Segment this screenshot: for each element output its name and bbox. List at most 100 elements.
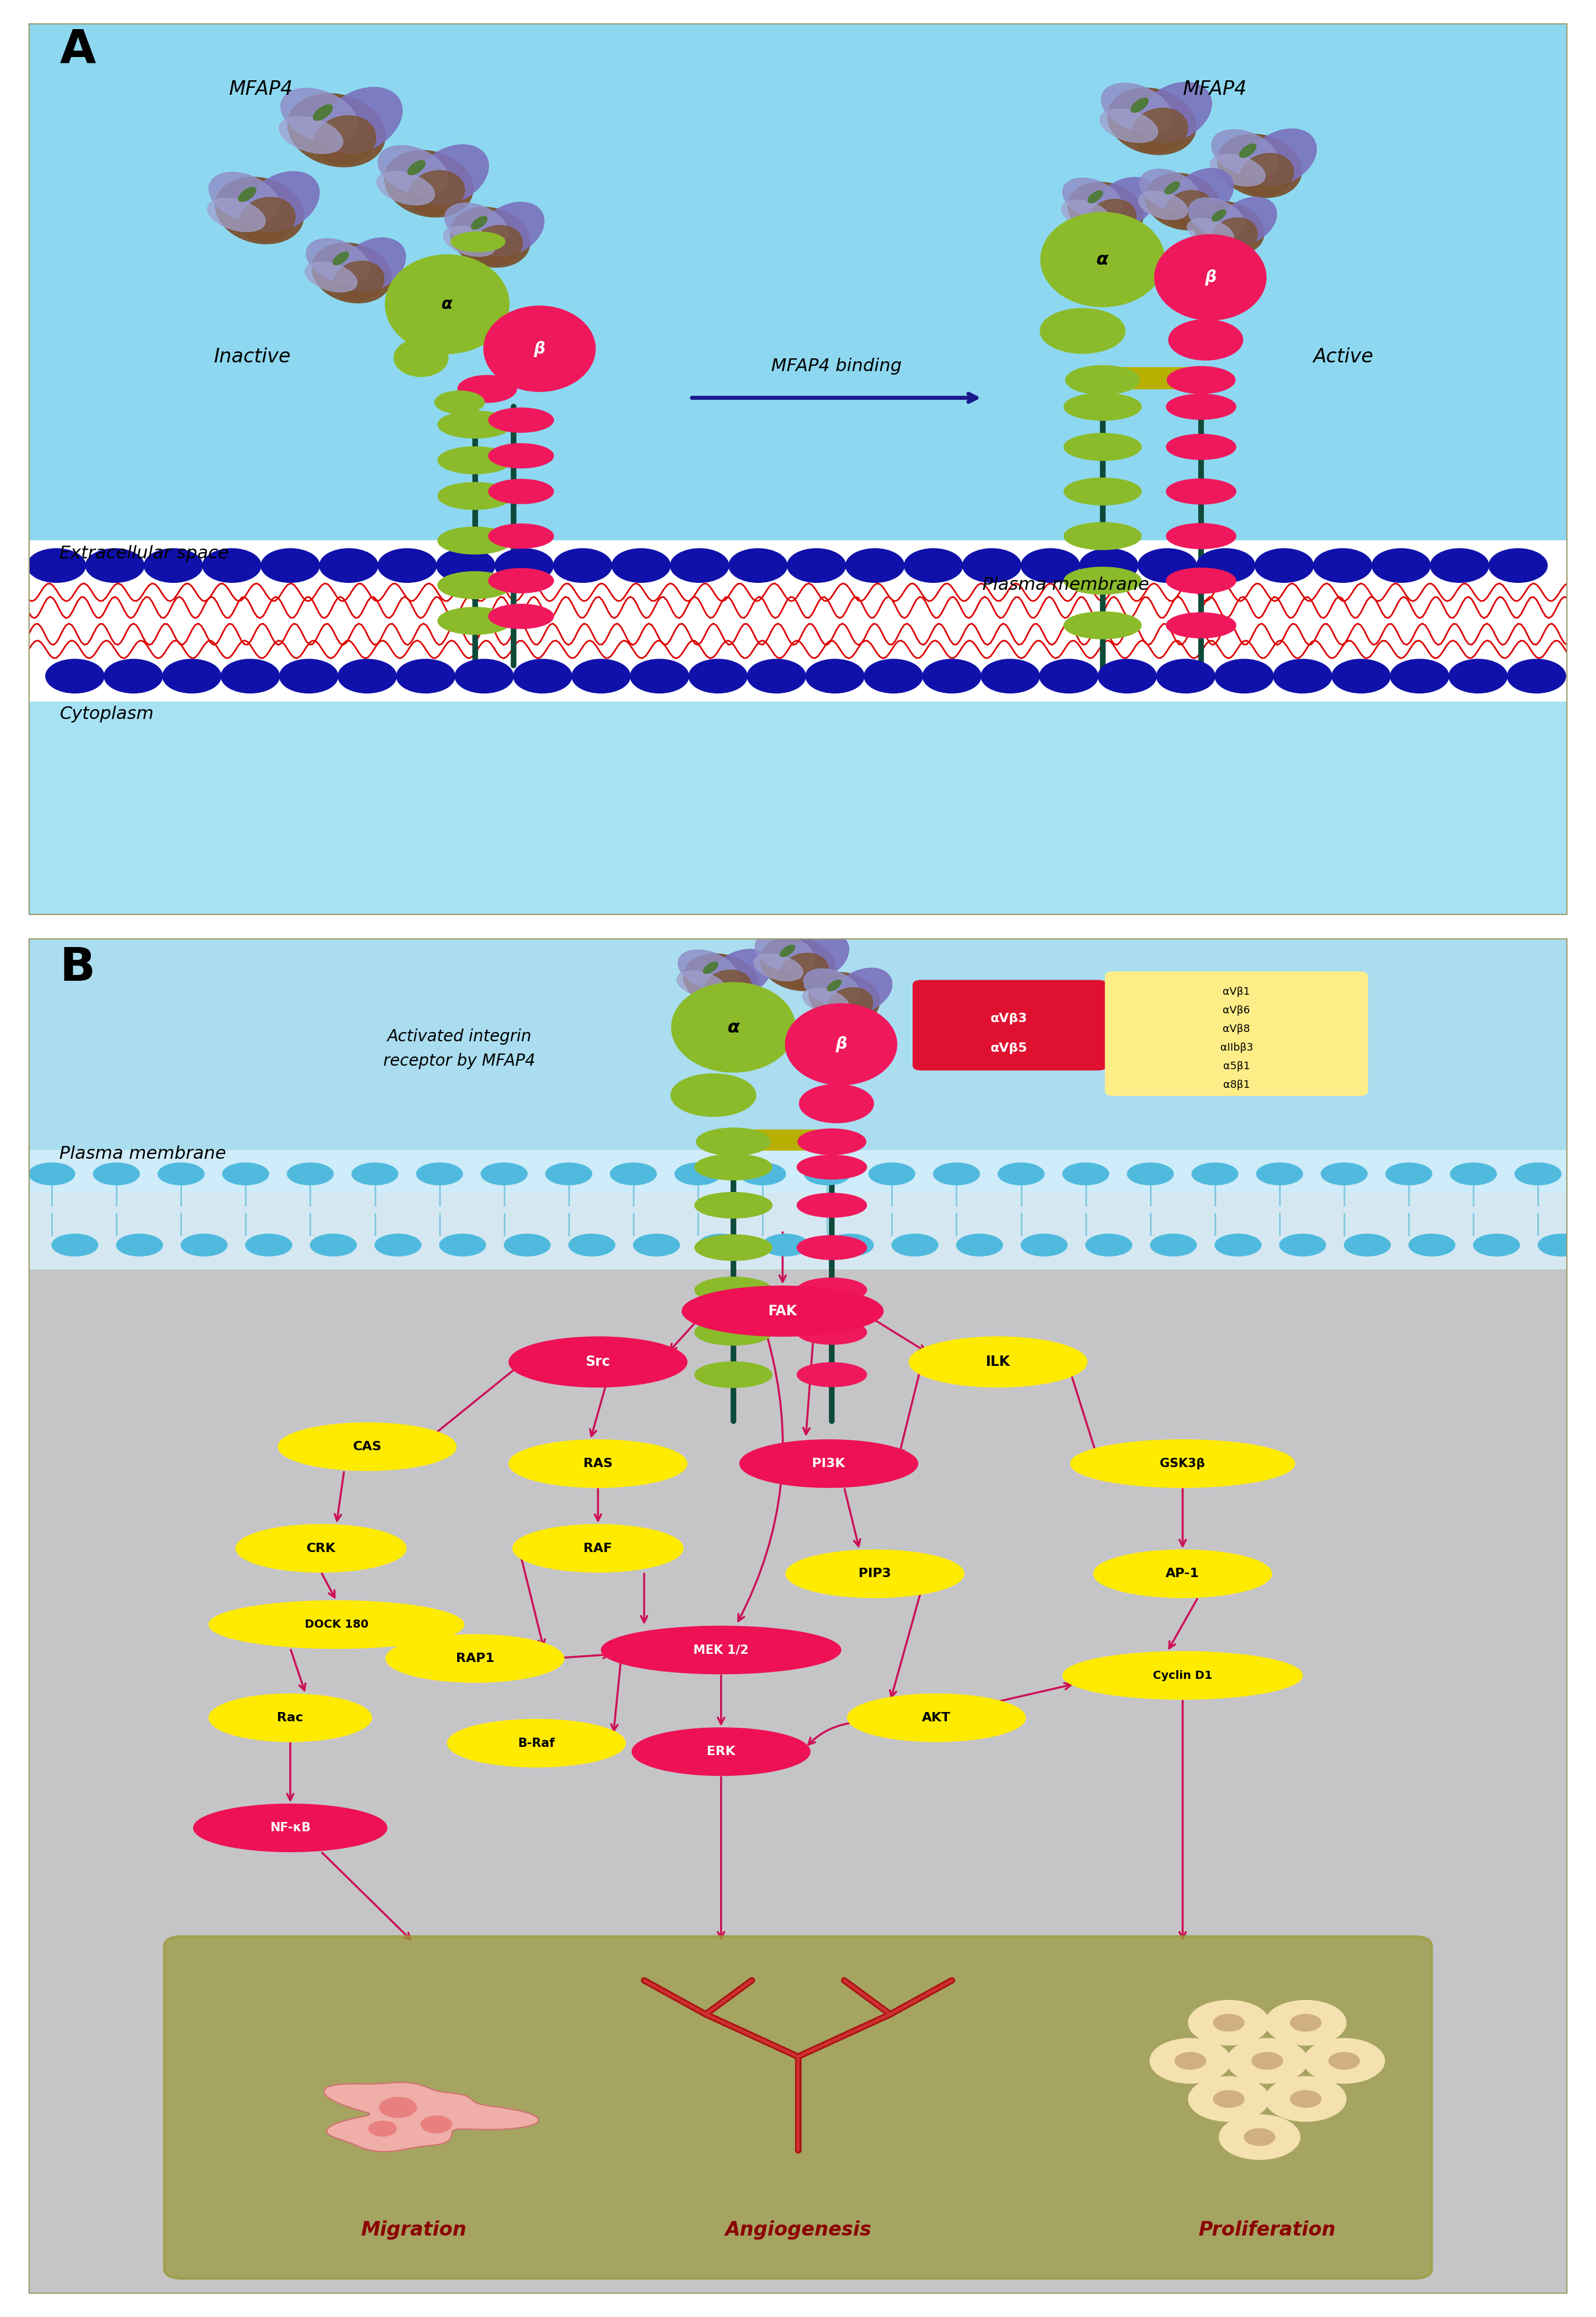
Ellipse shape bbox=[1167, 394, 1235, 419]
FancyBboxPatch shape bbox=[745, 1131, 819, 1149]
Ellipse shape bbox=[1165, 190, 1213, 227]
Ellipse shape bbox=[1101, 83, 1171, 132]
Ellipse shape bbox=[828, 987, 873, 1022]
Ellipse shape bbox=[1095, 1550, 1270, 1596]
Ellipse shape bbox=[488, 524, 554, 549]
Text: NF-κB: NF-κB bbox=[270, 1821, 311, 1833]
Ellipse shape bbox=[195, 1805, 386, 1851]
Circle shape bbox=[1266, 2076, 1345, 2120]
Text: Proliferation: Proliferation bbox=[1199, 2220, 1336, 2241]
Ellipse shape bbox=[739, 1163, 785, 1184]
Circle shape bbox=[982, 660, 1039, 693]
Text: AP-1: AP-1 bbox=[1165, 1569, 1200, 1580]
Text: GSK3β: GSK3β bbox=[1160, 1457, 1205, 1469]
Ellipse shape bbox=[1065, 394, 1141, 419]
Ellipse shape bbox=[504, 1235, 551, 1256]
Circle shape bbox=[670, 549, 729, 582]
Circle shape bbox=[1189, 2076, 1269, 2120]
Circle shape bbox=[1507, 660, 1566, 693]
Text: αVβ5: αVβ5 bbox=[990, 1043, 1028, 1054]
Ellipse shape bbox=[93, 1163, 139, 1184]
Text: Extracellular space: Extracellular space bbox=[59, 544, 228, 563]
Text: β: β bbox=[533, 341, 546, 357]
Ellipse shape bbox=[488, 408, 554, 433]
Text: PI3K: PI3K bbox=[812, 1457, 846, 1469]
Circle shape bbox=[1098, 660, 1157, 693]
Ellipse shape bbox=[755, 934, 816, 973]
Text: αVβ1: αVβ1 bbox=[1223, 987, 1250, 996]
Text: Plasma membrane: Plasma membrane bbox=[59, 1145, 227, 1163]
Text: MEK 1/2: MEK 1/2 bbox=[693, 1645, 749, 1657]
Ellipse shape bbox=[1240, 153, 1293, 195]
Ellipse shape bbox=[340, 239, 405, 292]
Ellipse shape bbox=[415, 144, 488, 204]
Ellipse shape bbox=[287, 93, 385, 167]
Text: αIIbβ3: αIIbβ3 bbox=[1219, 1043, 1253, 1052]
Ellipse shape bbox=[827, 980, 841, 992]
Text: ERK: ERK bbox=[707, 1745, 736, 1759]
Ellipse shape bbox=[800, 1084, 873, 1124]
Ellipse shape bbox=[803, 989, 849, 1015]
Ellipse shape bbox=[437, 482, 512, 510]
Ellipse shape bbox=[1167, 480, 1235, 505]
Ellipse shape bbox=[434, 392, 484, 412]
Ellipse shape bbox=[445, 204, 508, 248]
Circle shape bbox=[1021, 549, 1079, 582]
Ellipse shape bbox=[29, 1163, 75, 1184]
Text: Migration: Migration bbox=[361, 2220, 466, 2241]
Text: ILK: ILK bbox=[986, 1355, 1010, 1369]
Ellipse shape bbox=[1061, 199, 1111, 229]
Ellipse shape bbox=[1171, 169, 1234, 220]
Ellipse shape bbox=[158, 1163, 204, 1184]
Ellipse shape bbox=[222, 1163, 268, 1184]
Circle shape bbox=[421, 2115, 452, 2134]
Circle shape bbox=[905, 549, 962, 582]
Circle shape bbox=[46, 660, 104, 693]
Ellipse shape bbox=[677, 971, 726, 999]
Bar bbox=[29, 540, 1567, 702]
Ellipse shape bbox=[1187, 218, 1234, 246]
Ellipse shape bbox=[377, 171, 434, 204]
Circle shape bbox=[86, 549, 144, 582]
Ellipse shape bbox=[1211, 211, 1226, 220]
Ellipse shape bbox=[1515, 1163, 1561, 1184]
FancyBboxPatch shape bbox=[1116, 368, 1189, 389]
Ellipse shape bbox=[321, 88, 402, 153]
Ellipse shape bbox=[1167, 568, 1235, 593]
Circle shape bbox=[1039, 660, 1098, 693]
Ellipse shape bbox=[1138, 83, 1211, 141]
Circle shape bbox=[436, 549, 495, 582]
FancyBboxPatch shape bbox=[1106, 973, 1368, 1096]
Ellipse shape bbox=[1065, 568, 1141, 593]
Ellipse shape bbox=[509, 1337, 686, 1386]
Ellipse shape bbox=[209, 1694, 370, 1740]
Ellipse shape bbox=[1095, 178, 1157, 229]
Ellipse shape bbox=[670, 1075, 755, 1117]
Ellipse shape bbox=[710, 950, 772, 999]
Ellipse shape bbox=[209, 171, 279, 222]
Ellipse shape bbox=[386, 255, 509, 352]
Ellipse shape bbox=[1240, 144, 1256, 158]
Ellipse shape bbox=[787, 1550, 964, 1596]
Circle shape bbox=[1373, 549, 1430, 582]
Ellipse shape bbox=[1168, 320, 1243, 359]
Ellipse shape bbox=[1065, 433, 1141, 461]
Ellipse shape bbox=[1194, 202, 1264, 255]
Ellipse shape bbox=[310, 1235, 356, 1256]
Ellipse shape bbox=[1167, 612, 1235, 637]
Ellipse shape bbox=[1065, 612, 1141, 639]
Ellipse shape bbox=[1063, 178, 1122, 220]
Circle shape bbox=[787, 549, 846, 582]
Ellipse shape bbox=[417, 1163, 463, 1184]
Ellipse shape bbox=[1210, 155, 1266, 185]
Circle shape bbox=[1189, 2000, 1269, 2046]
Ellipse shape bbox=[471, 215, 487, 229]
Ellipse shape bbox=[798, 1156, 867, 1179]
Text: Cyclin D1: Cyclin D1 bbox=[1152, 1671, 1213, 1680]
Ellipse shape bbox=[1256, 1163, 1302, 1184]
Ellipse shape bbox=[385, 151, 472, 218]
Circle shape bbox=[1219, 2115, 1299, 2159]
Circle shape bbox=[1138, 549, 1197, 582]
Text: MFAP4 binding: MFAP4 binding bbox=[771, 357, 902, 375]
Ellipse shape bbox=[798, 1321, 867, 1344]
